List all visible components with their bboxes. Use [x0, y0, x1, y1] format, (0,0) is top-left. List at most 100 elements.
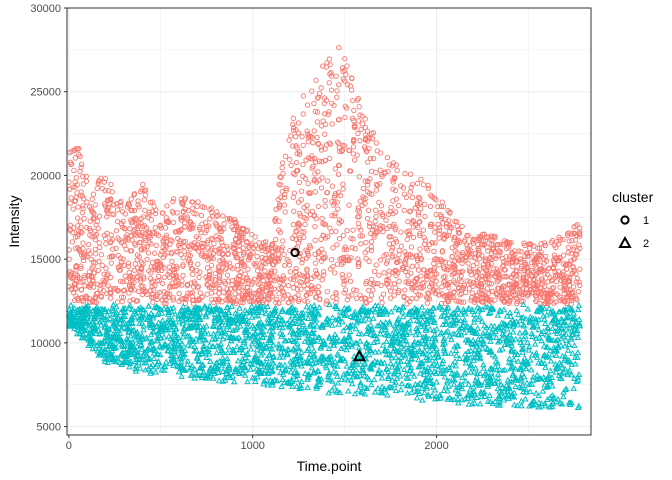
data-point-cluster-1: [95, 180, 101, 187]
data-point-cluster-1: [421, 234, 427, 241]
data-point-cluster-1: [327, 155, 333, 162]
data-point-cluster-1: [67, 269, 73, 275]
data-point-cluster-1: [298, 286, 304, 292]
data-point-cluster-1: [295, 240, 302, 246]
data-point-cluster-1: [197, 269, 203, 275]
data-point-cluster-1: [461, 299, 467, 305]
data-point-cluster-1: [383, 217, 389, 223]
data-point-cluster-1: [394, 167, 400, 174]
data-point-cluster-1: [166, 274, 172, 280]
data-point-cluster-1: [560, 236, 566, 243]
data-point-cluster-1: [577, 229, 583, 235]
data-point-cluster-1: [98, 252, 105, 258]
data-point-cluster-1: [557, 298, 563, 304]
data-point-cluster-1: [409, 181, 416, 188]
data-point-cluster-1: [216, 224, 223, 231]
data-point-cluster-1: [445, 281, 451, 287]
data-point-cluster-1: [78, 265, 84, 271]
data-point-cluster-1: [501, 284, 507, 290]
data-point-cluster-1: [340, 186, 346, 192]
data-point-cluster-1: [135, 202, 141, 208]
data-point-cluster-1: [297, 210, 303, 217]
data-point-cluster-1: [429, 282, 435, 288]
data-point-cluster-1: [335, 162, 342, 168]
data-point-cluster-1: [459, 223, 465, 230]
data-point-cluster-1: [503, 254, 509, 260]
data-point-cluster-1: [315, 203, 321, 209]
data-point-cluster-1: [180, 272, 186, 279]
data-point-cluster-1: [365, 159, 371, 165]
data-point-cluster-1: [567, 278, 573, 285]
data-point-cluster-1: [139, 229, 145, 236]
data-point-cluster-1: [153, 242, 159, 249]
data-point-cluster-1: [67, 227, 73, 234]
data-point-cluster-1: [324, 178, 331, 184]
data-point-cluster-1: [259, 286, 265, 293]
data-point-cluster-1: [118, 262, 124, 268]
data-point-cluster-1: [127, 275, 133, 281]
data-point-cluster-1: [329, 100, 335, 106]
data-point-cluster-1: [323, 97, 330, 104]
data-point-cluster-1: [266, 273, 272, 279]
data-point-cluster-1: [237, 232, 243, 239]
data-point-cluster-1: [363, 239, 369, 246]
data-point-cluster-1: [110, 246, 116, 252]
data-point-cluster-1: [298, 279, 305, 286]
data-point-cluster-1: [446, 223, 453, 229]
data-point-cluster-1: [123, 246, 129, 252]
data-point-cluster-1: [86, 241, 92, 248]
data-point-cluster-1: [543, 299, 549, 305]
data-point-cluster-1: [294, 150, 300, 157]
data-point-cluster-1: [415, 224, 421, 231]
data-point-cluster-1: [549, 285, 555, 291]
data-point-cluster-1: [396, 247, 402, 254]
data-point-cluster-1: [576, 231, 583, 237]
data-point-cluster-1: [570, 284, 577, 290]
data-point-cluster-1: [458, 278, 464, 284]
data-point-cluster-1: [209, 213, 216, 219]
data-point-cluster-1: [426, 296, 433, 302]
data-point-cluster-1: [322, 111, 328, 117]
data-point-cluster-1: [480, 292, 486, 298]
data-point-cluster-1: [72, 198, 79, 204]
data-point-cluster-1: [149, 199, 155, 205]
data-point-cluster-1: [532, 286, 538, 292]
data-point-cluster-1: [409, 295, 415, 302]
data-point-cluster-1: [81, 215, 87, 222]
data-point-cluster-1: [427, 223, 434, 230]
data-point-cluster-1: [166, 269, 172, 275]
data-point-cluster-1: [68, 161, 75, 167]
data-point-cluster-1: [368, 239, 375, 245]
data-point-cluster-1: [451, 289, 457, 295]
data-point-cluster-1: [113, 228, 120, 234]
data-point-cluster-1: [405, 280, 411, 287]
data-point-cluster-1: [415, 267, 422, 273]
data-point-cluster-1: [365, 207, 372, 213]
data-point-cluster-1: [440, 264, 447, 270]
data-point-cluster-1: [148, 217, 154, 223]
data-point-cluster-1: [436, 235, 442, 241]
data-point-cluster-1: [153, 207, 159, 213]
data-point-cluster-1: [138, 259, 145, 265]
data-point-cluster-1: [215, 212, 221, 218]
data-point-cluster-1: [351, 136, 357, 143]
data-point-cluster-1: [369, 191, 375, 197]
data-point-cluster-1: [105, 204, 112, 211]
data-point-cluster-1: [510, 250, 516, 256]
data-point-cluster-1: [93, 222, 99, 228]
data-point-cluster-1: [131, 216, 137, 222]
data-point-cluster-1: [71, 147, 78, 154]
data-point-cluster-1: [328, 69, 334, 76]
data-point-cluster-1: [84, 224, 90, 231]
data-point-cluster-1: [508, 274, 514, 280]
data-point-cluster-1: [169, 258, 175, 265]
data-point-cluster-1: [298, 197, 304, 203]
data-point-cluster-1: [463, 289, 469, 296]
data-point-cluster-1: [319, 159, 325, 165]
data-point-cluster-1: [410, 234, 417, 241]
data-point-cluster-1: [170, 272, 176, 278]
data-point-cluster-1: [150, 299, 156, 305]
data-point-cluster-1: [244, 276, 250, 282]
data-point-cluster-1: [312, 171, 318, 177]
data-point-cluster-1: [468, 295, 475, 301]
